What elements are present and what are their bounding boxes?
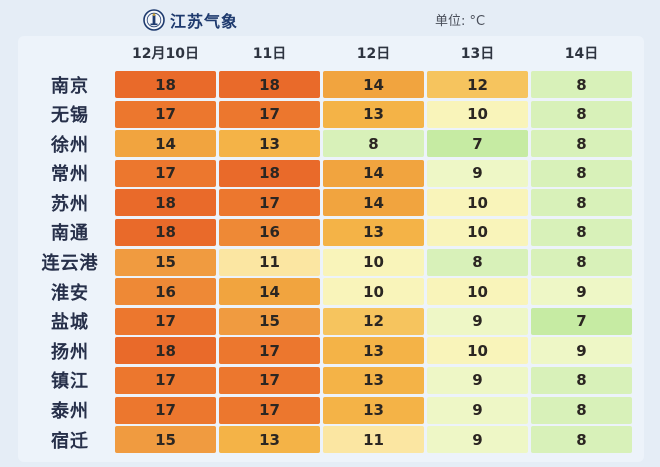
brand-name: 江苏气象: [170, 12, 239, 31]
temperature-cell: 18: [219, 159, 320, 187]
temperature-cell: 15: [219, 307, 320, 335]
temperature-cell: 17: [115, 366, 216, 394]
temperature-cell: 17: [219, 366, 320, 394]
city-label: 淮安: [51, 282, 89, 304]
city-label: 宿迁: [51, 430, 89, 452]
temperature-cell: 8: [427, 248, 528, 276]
temperature-cell: 10: [427, 337, 528, 365]
temperature-cell: 10: [427, 278, 528, 306]
temperature-cell: 17: [219, 337, 320, 365]
date-header-row: 12月10日 11日 12日 13日 14日: [28, 42, 632, 64]
city-label: 镇江: [51, 371, 89, 393]
temperature-cell: 13: [323, 218, 424, 246]
temperature-cell: 15: [115, 426, 216, 454]
temperature-cell: 13: [323, 396, 424, 424]
city-label: 泰州: [51, 401, 89, 423]
temperature-cell: 18: [115, 71, 216, 98]
city-label: 无锡: [51, 105, 89, 127]
temperature-cell: 8: [531, 396, 632, 424]
emblem-icon: [143, 9, 165, 31]
temperature-cell: 10: [427, 100, 528, 128]
temperature-cell: 9: [427, 307, 528, 335]
temperature-cell: 10: [323, 248, 424, 276]
temperature-cell: 9: [427, 396, 528, 424]
temperature-cell: 8: [531, 130, 632, 158]
temperature-cell: 8: [531, 426, 632, 454]
temperature-cell: 12: [427, 71, 528, 98]
temperature-cell: 11: [323, 426, 424, 454]
brand-logo: 江苏气象: [143, 7, 238, 33]
temperature-cell: 17: [219, 396, 320, 424]
temperature-cell: 14: [115, 130, 216, 158]
temperature-cell: 16: [219, 218, 320, 246]
temperature-cell: 16: [115, 278, 216, 306]
temperature-cell: 10: [427, 189, 528, 217]
temperature-cell: 18: [219, 71, 320, 98]
temperature-cell: 17: [115, 307, 216, 335]
date-header: 14日: [564, 46, 599, 62]
temperature-cell: 9: [427, 426, 528, 454]
temperature-cell: 18: [115, 189, 216, 217]
temperature-cell: 8: [531, 218, 632, 246]
temperature-cell: 9: [531, 337, 632, 365]
unit-label: 单位: °C: [435, 14, 486, 29]
temperature-cell: 8: [531, 248, 632, 276]
temperature-cell: 8: [531, 100, 632, 128]
date-header: 11日: [252, 46, 287, 62]
city-label: 苏州: [51, 193, 89, 215]
temperature-cell: 8: [531, 71, 632, 98]
temperature-cell: 12: [323, 307, 424, 335]
temperature-cell: 13: [323, 100, 424, 128]
temperature-cell: 17: [219, 189, 320, 217]
temperature-cell: 14: [219, 278, 320, 306]
date-header: 12日: [356, 46, 391, 62]
city-label: 盐城: [51, 312, 89, 334]
temperature-cell: 14: [323, 159, 424, 187]
temperature-cell: 10: [323, 278, 424, 306]
city-label: 连云港: [41, 253, 99, 275]
temperature-cell: 13: [219, 426, 320, 454]
city-label: 常州: [51, 164, 89, 186]
temperature-cell: 9: [427, 159, 528, 187]
temperature-cell: 14: [323, 189, 424, 217]
temperature-table: 南京 18 18 14 12 8 无锡 17 17 13 10 8 徐州 14 13 8 7 8 常州 17 18 14 9…: [28, 71, 632, 454]
city-label: 徐州: [51, 134, 89, 156]
temperature-cell: 17: [115, 159, 216, 187]
temperature-cell: 15: [115, 248, 216, 276]
temperature-cell: 13: [323, 337, 424, 365]
temperature-cell: 13: [219, 130, 320, 158]
temperature-cell: 7: [427, 130, 528, 158]
temperature-cell: 11: [219, 248, 320, 276]
temperature-cell: 14: [323, 71, 424, 98]
temperature-cell: 9: [531, 278, 632, 306]
temperature-cell: 13: [323, 366, 424, 394]
temperature-cell: 8: [531, 189, 632, 217]
city-label: 南京: [51, 75, 89, 97]
temperature-cell: 9: [427, 366, 528, 394]
temperature-cell: 7: [531, 307, 632, 335]
city-label: 南通: [51, 223, 89, 245]
temperature-cell: 17: [115, 396, 216, 424]
city-label: 扬州: [51, 341, 89, 363]
temperature-cell: 10: [427, 218, 528, 246]
temperature-cell: 8: [323, 130, 424, 158]
temperature-cell: 18: [115, 337, 216, 365]
temperature-cell: 17: [115, 100, 216, 128]
temperature-cell: 18: [115, 218, 216, 246]
header-spacer: [28, 42, 112, 64]
temperature-cell: 17: [219, 100, 320, 128]
temperature-cell: 8: [531, 159, 632, 187]
temperature-cell: 8: [531, 366, 632, 394]
date-header: 13日: [460, 46, 495, 62]
date-header: 12月10日: [132, 46, 199, 62]
